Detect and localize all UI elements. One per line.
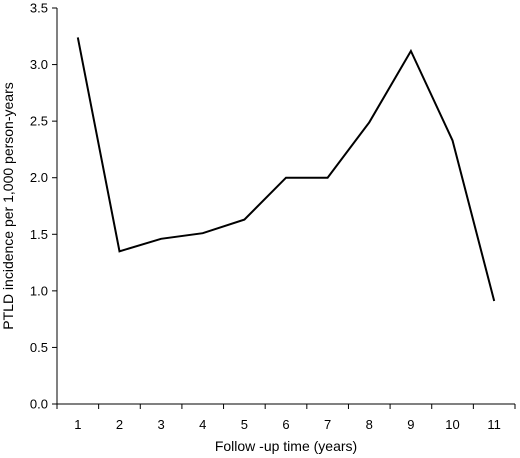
y-tick-label: 0.5 (30, 340, 48, 355)
x-tick-label: 5 (241, 417, 248, 432)
axes (56, 8, 515, 405)
y-tick-label: 3.0 (30, 57, 48, 72)
y-tick-label: 2.0 (30, 170, 48, 185)
x-tick-label: 11 (487, 417, 501, 432)
x-tick-label: 4 (199, 417, 206, 432)
x-tick-label: 8 (366, 417, 373, 432)
x-tick-label: 1 (74, 417, 81, 432)
x-tick-label: 7 (324, 417, 331, 432)
x-tick-label: 10 (445, 417, 459, 432)
x-ticks: 1 2 3 4 5 6 7 8 9 10 11 (56, 404, 516, 432)
x-tick-label: 2 (116, 417, 123, 432)
series-group (76, 37, 496, 302)
y-tick-label: 2.5 (30, 114, 48, 129)
series-line (76, 37, 496, 302)
y-ticks: 0.0 0.5 1.0 1.5 2.0 2.5 3.0 3.5 (30, 1, 57, 412)
x-tick-label: 3 (157, 417, 164, 432)
x-tick-label: 6 (282, 417, 289, 432)
y-tick-label: 3.5 (30, 1, 48, 16)
y-tick-label: 1.0 (30, 283, 48, 298)
y-tick-label: 1.5 (30, 227, 48, 242)
x-tick-label: 9 (407, 417, 414, 432)
y-tick-label: 0.0 (30, 397, 48, 412)
x-axis-title: Follow -up time (years) (215, 438, 357, 454)
y-axis-title: PTLD incidence per 1,000 person-years (0, 82, 16, 329)
